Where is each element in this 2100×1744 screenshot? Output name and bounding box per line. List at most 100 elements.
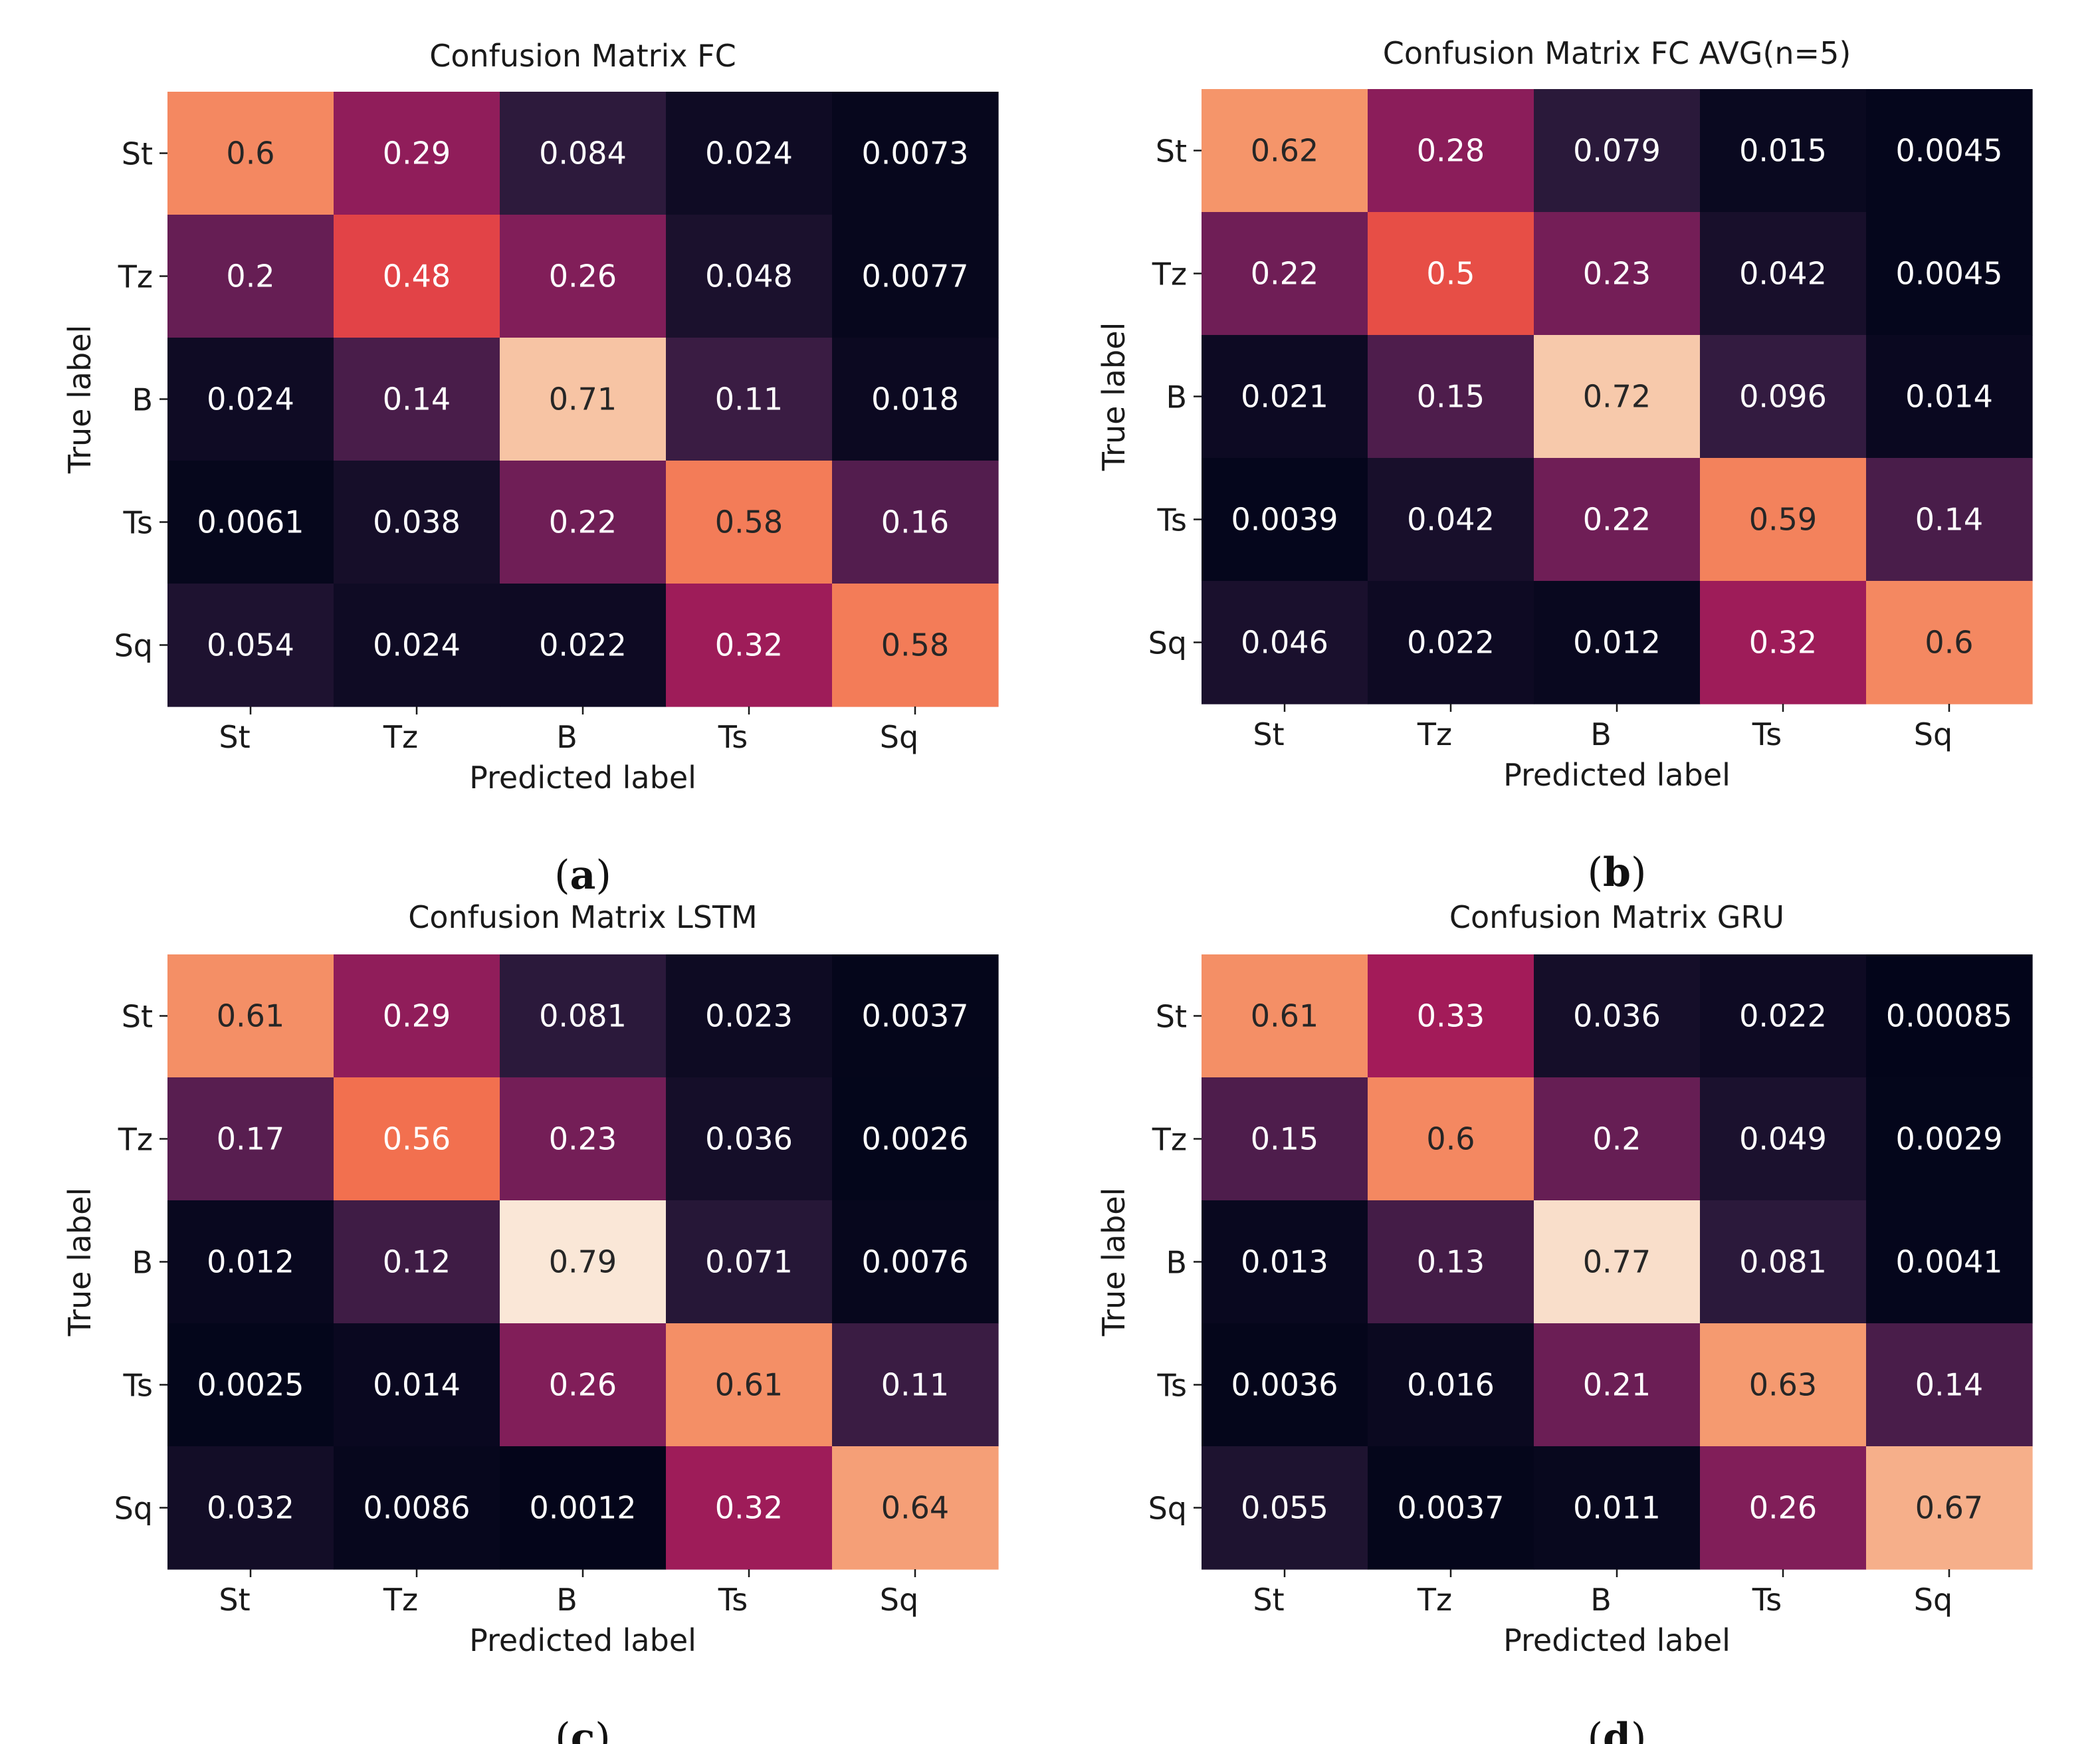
cell-value-label: 0.023 xyxy=(705,998,793,1034)
heatmap-cell xyxy=(1700,954,1867,1078)
cell-value-label: 0.0029 xyxy=(1896,1121,2003,1157)
cell-value-label: 0.036 xyxy=(705,1121,793,1157)
cell-value-label: 0.26 xyxy=(549,1367,617,1403)
caption-open-paren: ( xyxy=(555,1715,570,1744)
x-tick-label: Ts xyxy=(1752,1582,1782,1618)
y-tick-label: B xyxy=(1166,1245,1187,1281)
cell-value-label: 0.0037 xyxy=(862,998,969,1034)
x-tick-label: Tz xyxy=(1417,1582,1452,1618)
x-ticks: St Tz B Ts Sq xyxy=(219,707,918,755)
cell-value-label: 0.61 xyxy=(217,998,284,1034)
x-tick-label: Ts xyxy=(1752,716,1782,752)
heatmap-cell xyxy=(1534,335,1701,459)
cell-value-label: 0.00085 xyxy=(1886,998,2012,1034)
heatmap-cell xyxy=(832,1446,999,1570)
x-tick-label: Ts xyxy=(718,719,748,755)
y-tick-label: Ts xyxy=(1157,1368,1187,1404)
heatmap-cell xyxy=(500,1323,667,1447)
cell-value-label: 0.022 xyxy=(539,627,627,663)
heatmap-cells: 0.6 0.29 0.084 0.024 0.0073 0.2 0.48 0.26 0.048 0… xyxy=(167,92,999,707)
cell-value-label: 0.0025 xyxy=(197,1367,304,1403)
heatmap-cell xyxy=(1866,1323,2033,1447)
heatmap-cell xyxy=(334,1446,500,1570)
cell-value-label: 0.084 xyxy=(539,136,627,171)
cell-value-label: 0.56 xyxy=(383,1121,451,1157)
heatmap-cell xyxy=(167,1446,334,1570)
panel-caption: (c) xyxy=(555,1715,610,1744)
x-tick-label: Tz xyxy=(383,719,418,755)
cell-value-label: 0.054 xyxy=(207,627,294,663)
y-tick-label: Tz xyxy=(118,1122,153,1158)
x-tick-label: St xyxy=(219,719,250,755)
cell-value-label: 0.6 xyxy=(1426,1121,1475,1157)
heatmap-cell xyxy=(334,1200,500,1324)
cell-value-label: 0.64 xyxy=(881,1490,949,1526)
cell-value-label: 0.021 xyxy=(1241,379,1328,415)
cell-value-label: 0.28 xyxy=(1417,133,1485,169)
cell-value-label: 0.26 xyxy=(549,259,617,294)
y-tick-label: B xyxy=(1166,380,1187,415)
x-axis-label: Predicted label xyxy=(1503,1622,1731,1658)
heatmap-cells: 0.62 0.28 0.079 0.015 0.0045 0.22 0.5 0.23 0.042… xyxy=(1202,89,2033,705)
heatmap-cell xyxy=(832,1323,999,1447)
cell-value-label: 0.11 xyxy=(881,1367,949,1403)
cell-value-label: 0.096 xyxy=(1739,379,1827,415)
cell-value-label: 0.61 xyxy=(1251,998,1318,1034)
caption-close-paren: ) xyxy=(1631,849,1646,896)
cell-value-label: 0.036 xyxy=(1573,998,1661,1034)
cell-value-label: 0.22 xyxy=(1583,502,1651,538)
heatmap-cell xyxy=(500,92,667,215)
panel-a: Confusion Matrix FC 0.6 0.29 0.084 0.024 0.0… xyxy=(62,38,999,899)
caption-letter: a xyxy=(570,852,596,899)
cell-value-label: 0.32 xyxy=(715,1490,783,1526)
cell-value-label: 0.71 xyxy=(549,382,617,417)
x-tick-label: B xyxy=(1590,716,1612,752)
cell-value-label: 0.024 xyxy=(705,136,793,171)
cell-value-label: 0.23 xyxy=(1583,256,1651,292)
heatmap-cell xyxy=(666,215,833,338)
heatmap-cell xyxy=(1202,954,1368,1078)
heatmap-cell xyxy=(666,92,833,215)
cell-value-label: 0.0061 xyxy=(197,504,304,540)
x-tick-label: B xyxy=(556,719,578,755)
cell-value-label: 0.038 xyxy=(373,504,461,540)
y-tick-label: Ts xyxy=(123,1368,153,1404)
heatmap-cell xyxy=(1202,335,1368,459)
cell-value-label: 0.013 xyxy=(1241,1244,1328,1280)
heatmap-cell xyxy=(1700,458,1867,582)
cell-value-label: 0.0012 xyxy=(530,1490,637,1526)
cell-value-label: 0.14 xyxy=(1915,1367,1983,1403)
y-axis-label: True label xyxy=(62,325,98,475)
cell-value-label: 0.048 xyxy=(705,259,793,294)
heatmap-cell xyxy=(167,954,334,1078)
heatmap-cell xyxy=(1368,89,1534,213)
heatmap-cell xyxy=(666,461,833,584)
y-ticks: St Tz B Ts Sq xyxy=(1148,999,1202,1527)
x-axis-label: Predicted label xyxy=(1503,757,1731,793)
heatmap-cell xyxy=(167,461,334,584)
heatmap-cell xyxy=(666,1446,833,1570)
cell-value-label: 0.0086 xyxy=(364,1490,471,1526)
heatmap-cell xyxy=(1202,581,1368,705)
cell-value-label: 0.32 xyxy=(1749,625,1817,661)
heatmap-cell xyxy=(167,1077,334,1201)
heatmap-cell xyxy=(1534,1446,1701,1570)
y-tick-label: Sq xyxy=(114,628,153,664)
x-tick-label: Tz xyxy=(1417,716,1452,752)
y-tick-label: Sq xyxy=(1148,625,1187,661)
x-tick-label: Ts xyxy=(718,1582,748,1618)
heatmap-cell xyxy=(1368,581,1534,705)
cell-value-label: 0.0037 xyxy=(1398,1490,1505,1526)
cell-value-label: 0.12 xyxy=(383,1244,451,1280)
y-tick-label: Ts xyxy=(1157,502,1187,538)
x-axis-label: Predicted label xyxy=(469,1622,696,1658)
cell-value-label: 0.014 xyxy=(373,1367,461,1403)
cell-value-label: 0.049 xyxy=(1739,1121,1827,1157)
y-ticks: St Tz B Ts Sq xyxy=(114,136,167,664)
caption-close-paren: ) xyxy=(595,1715,610,1744)
y-tick-label: B xyxy=(132,1245,153,1281)
x-tick-label: Sq xyxy=(880,719,918,755)
caption-letter: d xyxy=(1603,1715,1631,1744)
heatmap-cell xyxy=(1368,1446,1534,1570)
